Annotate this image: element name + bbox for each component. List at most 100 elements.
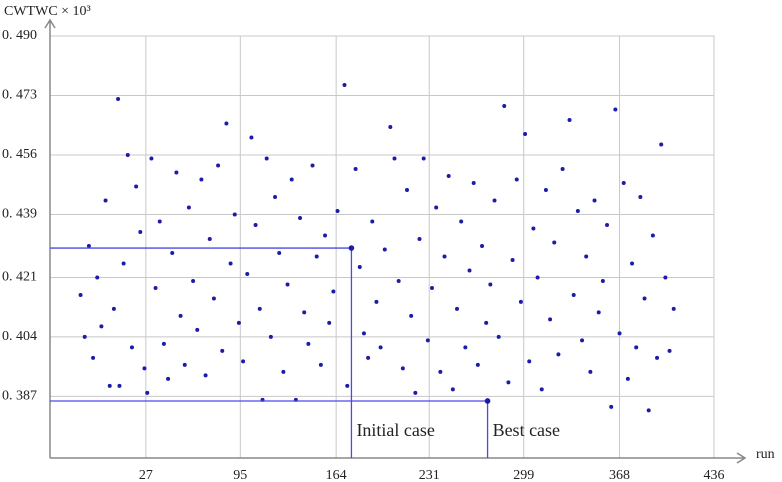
point — [241, 359, 246, 364]
point — [268, 334, 273, 339]
point — [174, 170, 179, 175]
point — [535, 275, 540, 280]
point — [617, 331, 622, 336]
x-axis — [50, 452, 747, 464]
point — [527, 359, 532, 364]
point — [518, 299, 523, 304]
y-axis-label: CWTWC × 10³ — [4, 4, 91, 19]
y-tick-label: 0. 439 — [2, 207, 37, 222]
point — [646, 408, 651, 413]
x-axis-label: run — [756, 447, 775, 462]
point — [285, 282, 290, 287]
point — [659, 142, 664, 147]
point — [510, 257, 515, 262]
annotated-point — [348, 245, 355, 251]
point — [323, 233, 328, 238]
point — [281, 369, 286, 374]
x-tick-label: 436 — [704, 468, 725, 482]
point — [228, 261, 233, 266]
point — [378, 345, 383, 350]
point — [434, 205, 439, 210]
point — [166, 376, 171, 381]
point — [471, 180, 476, 185]
annotation: Initial case — [356, 420, 434, 440]
point — [531, 226, 536, 231]
point — [264, 156, 269, 161]
point — [134, 184, 139, 189]
point — [216, 163, 221, 168]
point — [382, 247, 387, 252]
y-tick-label: 0. 473 — [2, 88, 37, 103]
point — [129, 345, 134, 350]
point — [446, 173, 451, 178]
point — [107, 383, 112, 388]
point — [630, 261, 635, 266]
point — [400, 366, 405, 371]
point — [571, 292, 576, 297]
point — [153, 285, 158, 290]
point — [642, 296, 647, 301]
point — [224, 121, 229, 126]
point — [195, 327, 200, 332]
point — [178, 313, 183, 318]
point — [621, 180, 626, 185]
point — [161, 341, 166, 346]
point — [306, 341, 311, 346]
point — [331, 289, 336, 294]
point — [548, 317, 553, 322]
point — [459, 219, 464, 224]
point — [560, 166, 565, 171]
point — [249, 135, 254, 140]
point — [396, 278, 401, 283]
point — [370, 219, 375, 224]
x-tick-label: 27 — [139, 468, 153, 482]
point — [342, 82, 347, 87]
point — [236, 320, 241, 325]
point — [463, 345, 468, 350]
point — [220, 348, 225, 353]
point — [157, 219, 162, 224]
point — [392, 156, 397, 161]
point — [182, 362, 187, 367]
point — [625, 376, 630, 381]
point — [138, 229, 143, 234]
point — [232, 212, 237, 217]
point — [314, 254, 319, 259]
point — [552, 240, 557, 245]
point — [556, 352, 561, 357]
point — [211, 296, 216, 301]
point — [609, 404, 614, 409]
point — [99, 324, 104, 329]
point — [125, 152, 130, 157]
point — [191, 278, 196, 283]
point — [421, 156, 426, 161]
point — [634, 345, 639, 350]
y-axis — [44, 18, 56, 458]
point — [318, 362, 323, 367]
point — [600, 278, 605, 283]
point — [580, 338, 585, 343]
point — [207, 236, 212, 241]
point — [374, 299, 379, 304]
point — [496, 334, 501, 339]
point — [405, 187, 410, 192]
point — [253, 222, 258, 227]
point — [655, 355, 660, 360]
annotated-point — [484, 398, 491, 404]
point — [592, 198, 597, 203]
y-tick-label: 0. 490 — [2, 28, 37, 43]
point — [199, 177, 204, 182]
point — [111, 306, 116, 311]
point — [245, 271, 250, 276]
y-tick-label: 0. 421 — [2, 270, 37, 285]
point — [78, 292, 83, 297]
point — [95, 275, 100, 280]
point — [596, 310, 601, 315]
point — [605, 222, 610, 227]
point — [488, 282, 493, 287]
point — [388, 124, 393, 129]
x-tick-label: 164 — [326, 468, 347, 482]
point — [543, 187, 548, 192]
point — [650, 233, 655, 238]
